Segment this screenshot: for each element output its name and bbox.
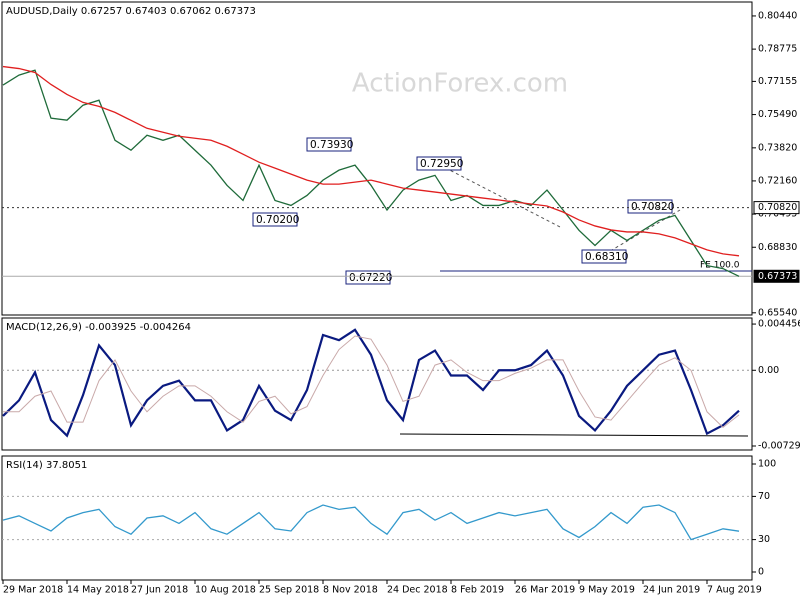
series-line [2,65,740,257]
x-tick-label: 8 Feb 2019 [451,585,504,596]
annotation-box [416,156,462,171]
y-tick-label: 0.78775 [758,44,797,55]
y-tick-label: -0.007298 [758,440,800,451]
x-tick-label: 25 Sep 2018 [259,585,319,596]
annotation: 0.70200 [252,212,299,227]
rsi-panel [1,455,753,581]
annotation-label: 0.67220 [349,272,392,284]
x-tick-label: 24 Dec 2018 [387,585,448,596]
macd-support [399,433,749,437]
x-tick-label: 27 Jun 2018 [131,585,188,596]
series-line [2,328,740,438]
annotation-label: 0.72950 [420,158,463,170]
annotation: 0.73930 [306,137,353,152]
x-tick-label: 8 Nov 2018 [323,585,378,596]
series-line [3,335,740,429]
series-line [2,69,740,277]
y-tick-label: 0 [758,567,764,578]
x-tick-label: 10 Aug 2018 [195,585,256,596]
y-tick-label: 0.004456 [758,319,800,330]
annotation-box [345,270,391,285]
y-tick-label: 0.68830 [758,242,797,253]
x-tick-label: 26 Mar 2019 [515,585,575,596]
y-tick-label: 100 [758,458,776,469]
price-box [753,201,800,215]
annotation-box [581,249,627,264]
price-box-label: 0.70820 [758,202,797,213]
annotation: 0.67220 [345,270,392,285]
panel-title: MACD(12,26,9) -0.003925 -0.004264 [6,322,191,333]
annotation-label: 0.70200 [256,214,299,226]
annotation-box [627,199,673,214]
y-tick-label: 0.73820 [758,142,797,153]
y-tick-label: 0.77155 [758,76,797,87]
series-line [2,504,740,541]
x-tick-label: 24 Jun 2019 [643,585,700,596]
y-tick-label: 0.75490 [758,109,797,120]
watermark: ActionForex.com [352,69,568,99]
x-tick-label: 7 Aug 2019 [707,585,762,596]
panel-title: RSI(14) 37.8051 [6,460,87,471]
annotation-box [252,212,298,227]
trendline [439,164,563,229]
annotation-label: 0.68310 [585,251,628,263]
macd-panel [1,317,753,451]
y-tick-label: 30 [758,534,770,545]
y-tick-label: 0.72160 [758,175,797,186]
annotation-box [306,137,352,152]
y-tick-label: 0.00 [758,365,779,376]
annotation: 0.72950 [416,156,463,171]
x-tick-label: 29 Mar 2018 [3,585,63,596]
y-tick-label: 70 [758,491,770,502]
annotation-label: 0.73930 [310,139,353,151]
y-tick-label: 0.65540 [758,307,797,318]
price-panel [1,1,753,316]
annotation: 0.68310 [581,249,628,264]
x-tick-label: 14 May 2018 [67,585,129,596]
y-tick-label: 0.80440 [758,10,797,21]
annotation-label: 0.70820 [631,201,674,213]
annotation: 0.70820 [627,199,674,214]
x-tick-label: 9 May 2019 [579,585,635,596]
fe-label: FE 100.0 [700,261,740,271]
panel-title: AUDUSD,Daily 0.67257 0.67403 0.67062 0.6… [6,6,256,17]
price-box-label: 0.67373 [758,271,797,282]
price-box [753,269,800,283]
